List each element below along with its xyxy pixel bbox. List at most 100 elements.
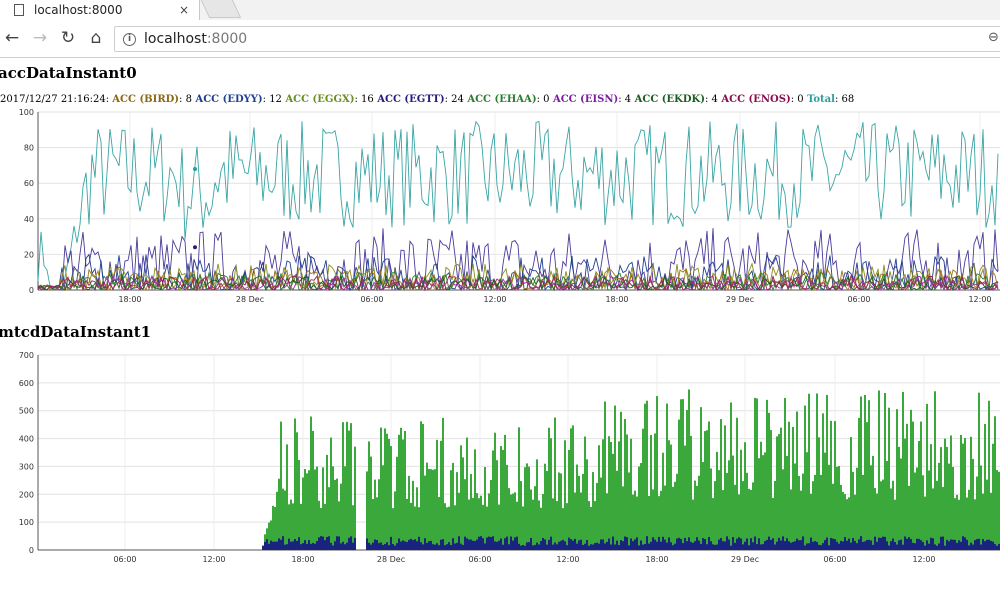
bar-low <box>646 536 648 550</box>
bar-total <box>696 485 698 550</box>
bar-total <box>404 430 406 550</box>
bar-total <box>996 470 998 550</box>
y-tick-label: 300 <box>19 462 34 471</box>
bar-low <box>478 536 480 550</box>
bar-total <box>312 430 314 550</box>
bar-low <box>936 545 938 550</box>
browser-tab[interactable]: localhost:8000 × <box>0 0 200 20</box>
home-icon[interactable]: ⌂ <box>90 28 102 48</box>
bar-low <box>768 536 770 550</box>
bar-low <box>366 538 368 550</box>
bar-total <box>654 433 656 550</box>
bar-low <box>672 545 674 550</box>
bar-total <box>908 485 910 550</box>
bar-low <box>568 537 570 550</box>
bar-low <box>498 540 500 550</box>
bar-total <box>758 458 760 550</box>
legend-item-label: ACC (EISN) <box>549 94 619 105</box>
bar-total <box>682 399 684 550</box>
bar-total <box>858 417 860 550</box>
reload-icon[interactable]: ↻ <box>60 28 76 48</box>
bar-total <box>540 507 542 550</box>
bar-low <box>276 541 278 550</box>
bar-low <box>292 541 294 550</box>
close-tab-icon[interactable]: × <box>178 3 189 17</box>
bar-total <box>374 479 376 550</box>
bar-low <box>652 537 654 550</box>
bar-low <box>988 539 990 550</box>
browser-toolbar: ← → ↻ ⌂ i localhost:8000 <box>0 20 1000 58</box>
bar-total <box>846 499 848 550</box>
bar-total <box>808 393 810 550</box>
bar-low <box>408 539 410 550</box>
bar-total <box>906 423 908 550</box>
address-bar[interactable]: i localhost:8000 <box>114 26 1000 52</box>
zoom-icon[interactable]: ⊖ <box>988 30 999 45</box>
forward-arrow-icon[interactable]: → <box>32 28 48 48</box>
bar-low <box>374 539 376 550</box>
bar-total <box>844 494 846 550</box>
bar-total <box>692 499 694 550</box>
bar-low <box>398 538 400 550</box>
bar-total <box>344 466 346 550</box>
bar-total <box>608 436 610 550</box>
bar-total <box>664 485 666 550</box>
bar-total <box>424 475 426 550</box>
info-icon[interactable]: i <box>123 32 136 46</box>
bar-total <box>952 466 954 550</box>
bar-total <box>282 488 284 550</box>
bar-total <box>382 465 384 550</box>
bar-total <box>492 450 494 550</box>
bar-low <box>298 537 300 550</box>
tab-bar: localhost:8000 × <box>0 0 1000 20</box>
bar-total <box>574 492 576 550</box>
bar-low <box>560 540 562 550</box>
bar-total <box>634 490 636 550</box>
bar-low <box>948 541 950 550</box>
bar-total <box>568 449 570 550</box>
bar-low <box>830 537 832 550</box>
bar-low <box>612 536 614 550</box>
bar-total <box>594 501 596 550</box>
bar-total <box>642 428 644 550</box>
bar-total <box>736 417 738 550</box>
bar-total <box>992 443 994 550</box>
bar-total <box>462 457 464 550</box>
bar-low <box>614 544 616 550</box>
bar-low <box>894 542 896 550</box>
bar-low <box>684 537 686 550</box>
bar-low <box>782 536 784 550</box>
bar-total <box>546 470 548 550</box>
bar-total <box>628 472 630 550</box>
bar-total <box>994 416 996 550</box>
bar-low <box>824 540 826 550</box>
back-arrow-icon[interactable]: ← <box>4 28 20 48</box>
bar-low <box>290 541 292 550</box>
bar-low <box>270 540 272 550</box>
bar-low <box>610 544 612 550</box>
new-tab-button[interactable] <box>200 0 242 18</box>
bar-total <box>476 493 478 550</box>
bar-total <box>480 495 482 550</box>
bar-low <box>430 540 432 550</box>
bar-low <box>274 541 276 550</box>
bar-total <box>288 504 290 550</box>
bar-total <box>972 458 974 550</box>
bar-low <box>912 542 914 550</box>
legend-item-label: ACC (EKDK) <box>631 94 705 105</box>
bar-low <box>924 545 926 550</box>
bar-low <box>562 539 564 550</box>
bar-total <box>772 497 774 550</box>
bar-low <box>416 541 418 550</box>
bar-total <box>734 484 736 550</box>
bar-low <box>714 544 716 550</box>
bar-low <box>410 538 412 550</box>
bar-low <box>864 541 866 550</box>
bar-low <box>688 537 690 550</box>
bar-low <box>546 544 548 550</box>
bar-low <box>940 536 942 550</box>
bar-low <box>382 545 384 550</box>
bar-low <box>888 545 890 550</box>
bar-total <box>974 499 976 550</box>
bar-low <box>380 542 382 550</box>
